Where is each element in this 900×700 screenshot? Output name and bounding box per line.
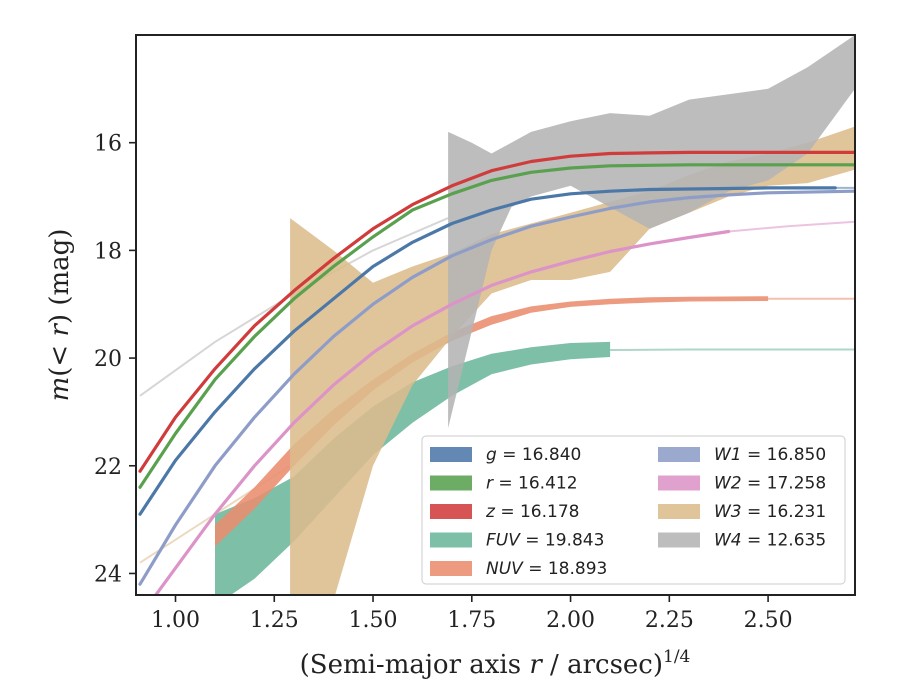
legend-swatch-nuv (430, 561, 472, 576)
legend-label-z: z = 16.178 (485, 502, 579, 522)
series-fuv-extension (610, 348, 855, 351)
series-g-line (138, 186, 837, 516)
legend-entry-r: r = 16.412 (430, 474, 578, 494)
legend-label-w4: W4 = 12.635 (714, 531, 826, 551)
legend-entry-z: z = 16.178 (430, 502, 579, 522)
legend-swatch-r (430, 475, 472, 491)
series-w2-line (154, 229, 731, 595)
legend-entry-w2: W2 = 17.258 (658, 474, 826, 494)
legend-swatch-w2 (658, 475, 700, 491)
legend-swatch-w1 (658, 447, 700, 462)
legend-label-w2: W2 = 17.258 (714, 474, 826, 494)
legend-entry-w4: W4 = 12.635 (658, 531, 826, 551)
x-tick-label: 1.25 (250, 608, 299, 633)
series-w4-band (448, 35, 855, 429)
legend-swatch-w4 (658, 532, 700, 548)
x-tick-label: 1.50 (349, 608, 398, 633)
legend-box (421, 435, 846, 585)
legend-label-w1: W1 = 16.850 (714, 445, 826, 465)
axes: 1.00 1.25 1.50 1.75 2.00 2.25 2.50 16 18 20 22 24 (94, 34, 856, 633)
series-w2-extension (728, 220, 855, 233)
plot-data-layer (138, 35, 855, 595)
legend-label-fuv: FUV = 19.843 (486, 531, 604, 551)
y-tick-label: 18 (94, 239, 122, 264)
legend-label-nuv: NUV = 18.893 (486, 559, 607, 579)
x-axis-label: (Semi-major axis r / arcsec)1/4 (300, 647, 691, 680)
y-tick-label: 24 (94, 562, 122, 587)
legend-swatch-w3 (658, 504, 700, 519)
y-tick-label: 20 (94, 347, 122, 372)
legend: g = 16.840 r = 16.412 z = 16.178 FUV = 19.8… (421, 435, 846, 585)
legend-label-g: g = 16.840 (486, 445, 581, 465)
legend-swatch-g (430, 447, 472, 462)
x-tick-label: 2.00 (546, 608, 595, 633)
series-w3-band (290, 126, 855, 595)
legend-entry-g: g = 16.840 (430, 445, 581, 465)
legend-entry-nuv: NUV = 18.893 (430, 559, 607, 579)
legend-label-w3: W3 = 16.231 (714, 502, 826, 522)
series-r-line (138, 163, 855, 489)
legend-entry-w1: W1 = 16.850 (658, 445, 826, 465)
y-axis-label: m(< r) (mag) (45, 229, 75, 402)
x-tick-label: 2.50 (744, 608, 793, 633)
series-w1-line (138, 189, 855, 586)
series-fuv-band (215, 341, 611, 595)
y-tick-label: 16 (94, 132, 122, 157)
legend-swatch-z (430, 504, 472, 519)
axes-frame (135, 34, 856, 596)
series-z-line (138, 150, 855, 473)
x-tick-label: 2.25 (645, 608, 694, 633)
x-tick-label: 1.00 (151, 608, 200, 633)
legend-swatch-fuv (430, 532, 472, 548)
legend-label-r: r = 16.412 (486, 474, 578, 494)
x-tick-label: 1.75 (447, 608, 496, 633)
y-tick-label: 22 (94, 455, 122, 480)
legend-entry-w3: W3 = 16.231 (658, 502, 826, 522)
legend-entry-fuv: FUV = 19.843 (430, 531, 604, 551)
